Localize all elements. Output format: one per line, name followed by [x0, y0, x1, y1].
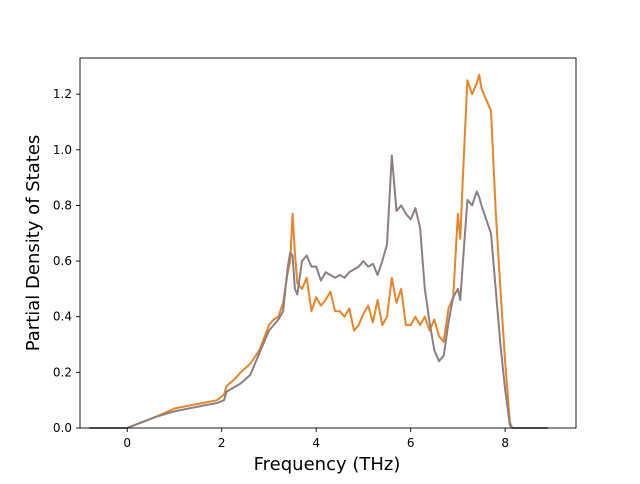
x-tick-label: 6 — [407, 436, 415, 450]
y-tick-label: 1.0 — [53, 143, 72, 157]
y-axis-label: Partial Density of States — [23, 135, 44, 352]
y-tick-label: 1.2 — [53, 87, 72, 101]
y-axis-ticks: 0.0 0.2 0.4 0.6 0.8 1.0 1.2 — [53, 87, 80, 435]
y-tick-label: 0.2 — [53, 365, 72, 379]
x-tick-label: 2 — [218, 436, 226, 450]
x-tick-label: 0 — [123, 436, 131, 450]
x-tick-label: 8 — [501, 436, 509, 450]
y-tick-label: 0.0 — [53, 421, 72, 435]
y-tick-label: 0.4 — [53, 310, 72, 324]
y-tick-label: 0.8 — [53, 198, 72, 212]
y-tick-label: 0.6 — [53, 254, 72, 268]
series-line-1 — [89, 73, 548, 429]
series-line-2 — [89, 154, 548, 429]
x-axis-label: Frequency (THz) — [254, 454, 401, 475]
plot-frame — [79, 57, 577, 429]
x-axis-ticks: 0 2 4 6 8 — [123, 428, 509, 450]
x-tick-label: 4 — [312, 436, 320, 450]
series-layer — [89, 73, 548, 429]
